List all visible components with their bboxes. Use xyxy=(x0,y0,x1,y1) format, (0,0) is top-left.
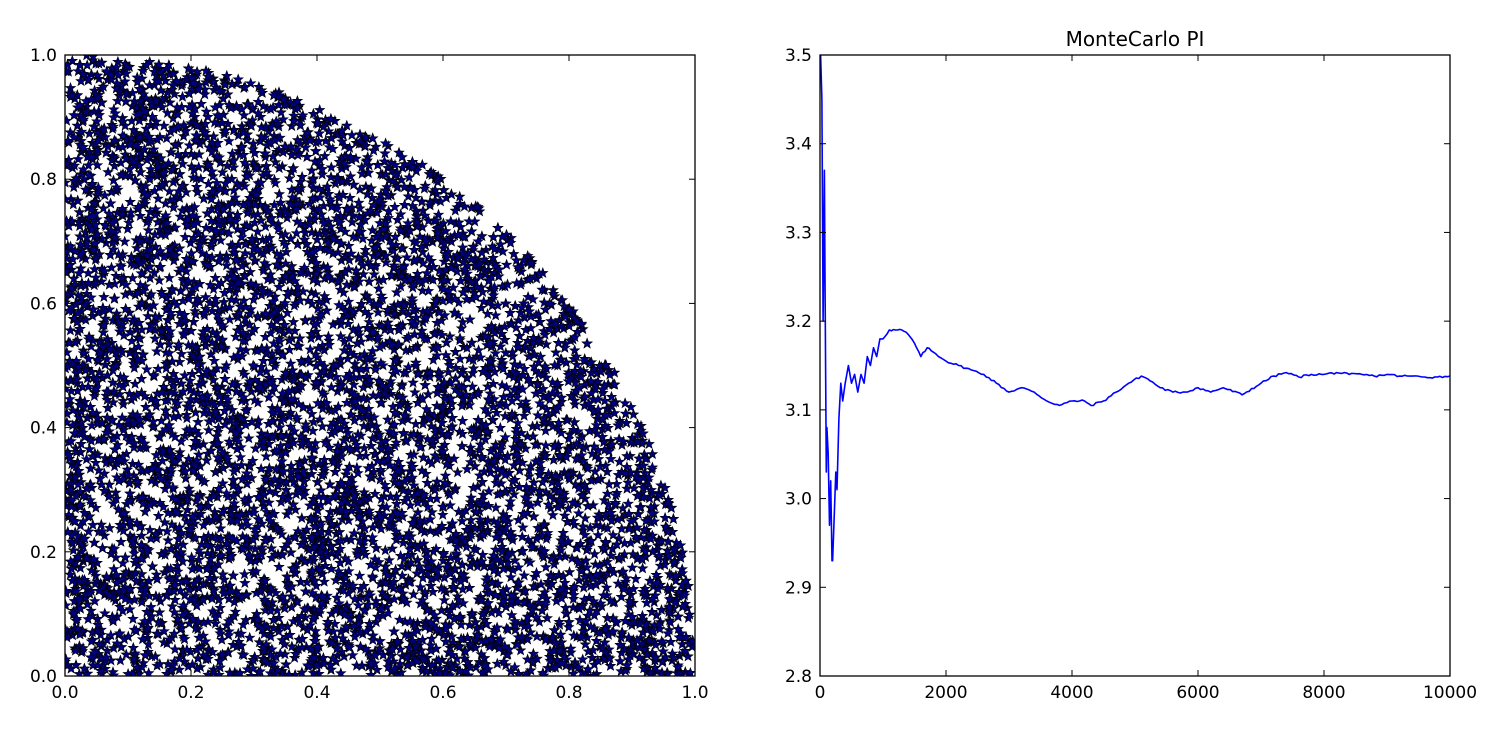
scatter-chart: 0.0 0.2 0.4 0.6 0.8 1.00.00.20.40.60.81.0 xyxy=(30,46,709,703)
